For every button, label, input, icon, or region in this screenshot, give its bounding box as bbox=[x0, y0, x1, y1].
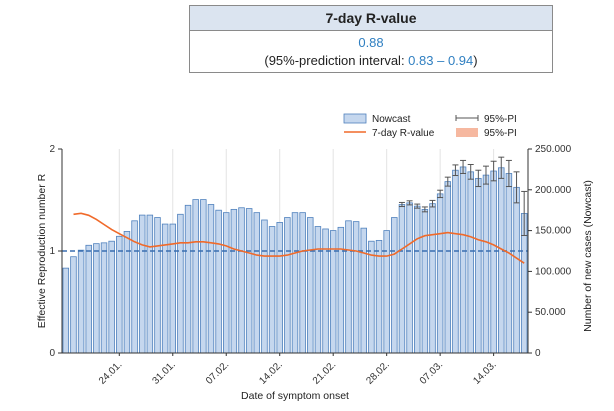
x-tick-label: 07.02. bbox=[204, 359, 231, 386]
nowcast-bar bbox=[459, 166, 467, 354]
nowcast-bar bbox=[505, 173, 513, 354]
nowcast-bar bbox=[429, 203, 436, 354]
right-tick-label: 100.000 bbox=[535, 266, 572, 277]
x-tick-label: 14.02. bbox=[257, 359, 284, 386]
r-value-line bbox=[73, 212, 525, 264]
nowcast-bar bbox=[268, 226, 276, 354]
nowcast-bar bbox=[398, 204, 406, 354]
nowcast-bar bbox=[345, 220, 352, 354]
left-tick-label: 1 bbox=[49, 246, 55, 257]
nowcast-bar bbox=[322, 228, 329, 354]
pi-separator: – bbox=[433, 53, 448, 68]
left-tick-label: 0 bbox=[49, 348, 55, 359]
nowcast-bar bbox=[77, 249, 85, 354]
nowcast-bar bbox=[276, 222, 283, 354]
r-value-box: 7-day R-value 0.88 (95%-prediction inter… bbox=[189, 5, 553, 73]
nowcast-bar bbox=[192, 199, 199, 354]
nowcast-bar bbox=[490, 170, 497, 354]
nowcast-bar bbox=[100, 242, 108, 354]
left-axis-title: Effective Reproduction number R bbox=[36, 173, 48, 328]
nowcast-bar bbox=[284, 217, 291, 354]
nowcast-bar bbox=[154, 217, 161, 354]
nowcast-bar bbox=[123, 231, 131, 354]
x-axis-title: Date of symptom onset bbox=[241, 390, 349, 402]
x-tick-label: 14.03. bbox=[471, 359, 498, 386]
x-tick-label: 21.02. bbox=[311, 359, 338, 386]
nowcast-bar bbox=[360, 227, 367, 354]
nowcast-bar bbox=[116, 235, 123, 354]
legend-errorbar-label: 95%-PI bbox=[484, 114, 517, 125]
nowcast-bar bbox=[421, 208, 429, 354]
nowcast-bar bbox=[467, 171, 474, 354]
nowcast-bar bbox=[62, 267, 70, 354]
right-tick-label: 200.000 bbox=[535, 185, 572, 196]
nowcast-bar bbox=[108, 240, 115, 354]
x-tick-label: 24.01. bbox=[97, 359, 124, 386]
nowcast-bar bbox=[337, 226, 345, 354]
nowcast-bar bbox=[253, 212, 261, 354]
x-tick-label: 31.01. bbox=[150, 359, 177, 386]
nowcast-bar bbox=[307, 217, 314, 354]
nowcast-bar bbox=[482, 174, 490, 354]
nowcast-bar bbox=[261, 219, 268, 354]
nowcast-bar bbox=[238, 207, 245, 354]
legend-band-swatch bbox=[456, 128, 478, 137]
left-tick-label: 2 bbox=[49, 144, 55, 155]
legend-nowcast-swatch bbox=[343, 113, 367, 124]
nowcast-bar bbox=[146, 214, 154, 354]
nowcast-bar bbox=[70, 256, 77, 354]
nowcast-bar bbox=[177, 213, 184, 354]
nowcast-bar bbox=[406, 202, 413, 354]
nowcast-bar bbox=[215, 209, 222, 354]
nowcast-bar bbox=[391, 217, 398, 354]
pi-high: 0.94 bbox=[447, 53, 474, 68]
nowcast-bar bbox=[383, 230, 390, 354]
pi-prefix: (95%-prediction interval: bbox=[264, 53, 409, 68]
nowcast-bar bbox=[513, 186, 520, 354]
nowcast-bar bbox=[314, 226, 322, 354]
nowcast-bar bbox=[436, 193, 444, 354]
nowcast-bar bbox=[414, 205, 421, 354]
r-value-number: 0.88 bbox=[358, 35, 384, 50]
nowcast-bar bbox=[291, 212, 299, 354]
nowcast-bar bbox=[138, 214, 146, 354]
nowcast-bar bbox=[85, 244, 92, 354]
nowcast-bar bbox=[184, 204, 192, 354]
right-tick-label: 250.000 bbox=[535, 144, 572, 155]
nowcast-bar bbox=[223, 212, 230, 354]
x-tick-label: 28.02. bbox=[364, 359, 391, 386]
nowcast-bar bbox=[452, 169, 459, 354]
nowcast-bar bbox=[375, 239, 383, 354]
prediction-interval-text: (95%-prediction interval: 0.83 – 0.94) bbox=[190, 53, 552, 68]
nowcast-bar bbox=[498, 167, 505, 354]
legend-rvalue-label: 7-day R-value bbox=[372, 128, 435, 139]
nowcast-bar bbox=[352, 221, 360, 354]
nowcast-bar bbox=[230, 208, 238, 354]
right-tick-label: 50.000 bbox=[535, 307, 566, 318]
nowcast-bar bbox=[200, 199, 207, 354]
legend-nowcast-label: Nowcast bbox=[372, 114, 411, 125]
nowcast-bar bbox=[245, 208, 253, 354]
right-tick-label: 0 bbox=[535, 348, 541, 359]
nowcast-bar bbox=[475, 177, 482, 354]
pi-suffix: ) bbox=[473, 53, 478, 68]
nowcast-bar bbox=[444, 181, 452, 354]
nowcast-bar bbox=[368, 240, 375, 354]
r-value-title: 7-day R-value bbox=[190, 6, 552, 31]
nowcast-bar bbox=[299, 212, 306, 354]
nowcast-bar bbox=[207, 204, 215, 354]
right-axis-title: Number of new cases (Nowcast) bbox=[582, 180, 594, 332]
nowcast-bar bbox=[93, 243, 100, 354]
legend-band-label: 95%-PI bbox=[484, 128, 517, 139]
x-tick-label: 07.03. bbox=[418, 359, 445, 386]
pi-low: 0.83 bbox=[408, 53, 434, 68]
right-tick-label: 150.000 bbox=[535, 226, 572, 237]
nowcast-bar bbox=[161, 223, 169, 354]
